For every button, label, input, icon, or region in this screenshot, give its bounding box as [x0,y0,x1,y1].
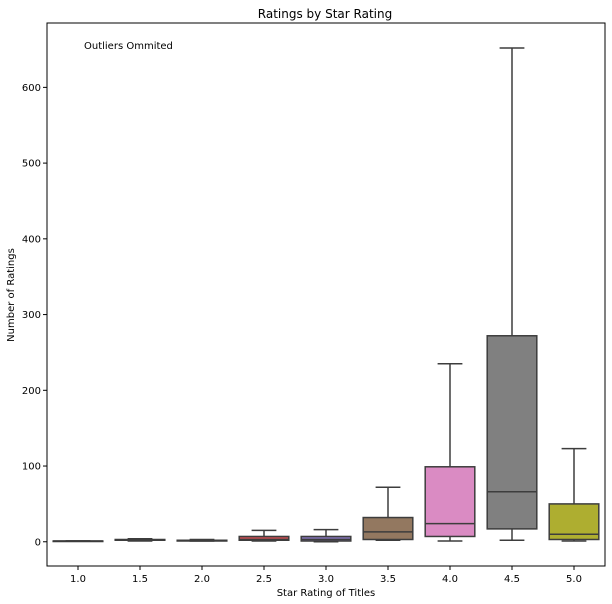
x-tick-label: 2.5 [256,574,272,585]
box-1.5 [114,537,166,542]
annotation-outliers: Outliers Ommited [84,41,173,52]
y-tick-label: 300 [22,310,41,321]
y-tick-label: 200 [22,386,41,397]
y-tick-label: 600 [22,83,41,94]
y-axis: 0 100 200 300 400 500 600 [22,83,47,548]
boxes [52,47,600,543]
x-axis-title: Star Rating of Titles [277,588,376,599]
x-tick-label: 4.0 [442,574,458,585]
y-tick-label: 400 [22,234,41,245]
x-tick-label: 3.5 [380,574,396,585]
box-3.5 [362,486,414,542]
box-5.0 [548,447,600,542]
y-tick-label: 0 [35,537,41,548]
x-tick-label: 1.5 [132,574,148,585]
iqr-box [486,335,538,530]
box-3.0 [300,528,352,543]
chart-title: Ratings by Star Rating [258,7,392,21]
box-4.5 [486,47,538,542]
iqr-box [424,466,476,538]
y-tick-label: 500 [22,159,41,170]
iqr-box [300,535,352,542]
box-1.0 [52,540,104,543]
x-tick-label: 4.5 [504,574,520,585]
box-4.0 [424,363,476,542]
iqr-box [362,516,414,541]
x-tick-label: 1.0 [70,574,86,585]
iqr-box [238,535,290,542]
x-tick-label: 5.0 [566,574,582,585]
x-tick-label: 2.0 [194,574,210,585]
box-2.0 [176,538,228,542]
x-tick-label: 3.0 [318,574,334,585]
y-axis-title: Number of Ratings [6,248,17,342]
x-axis: 1.0 1.5 2.0 2.5 3.0 3.5 4.0 4.5 5.0 [70,566,582,585]
box-2.5 [238,529,290,542]
y-tick-label: 100 [22,462,41,473]
